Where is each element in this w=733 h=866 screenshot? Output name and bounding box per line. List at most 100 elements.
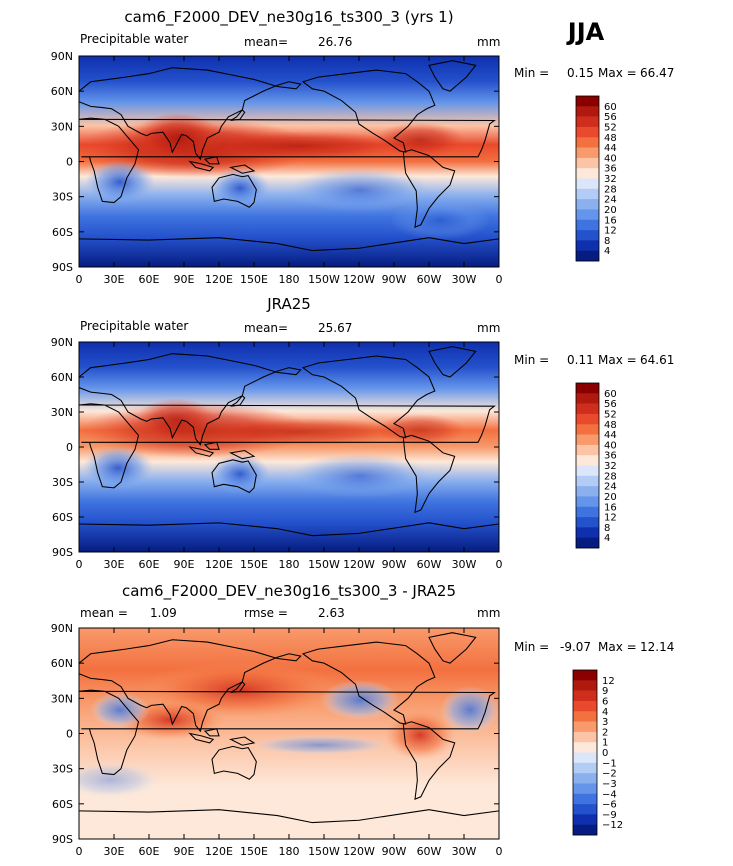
colorbar-level-label: 60 <box>604 389 617 400</box>
colorbar-level-label: 2 <box>602 727 608 738</box>
y-tick-label: 0 <box>66 728 73 741</box>
x-tick-label: 90W <box>382 558 407 571</box>
colorbar-level-label: −4 <box>602 789 617 800</box>
panel-title-model: cam6_F2000_DEV_ne30g16_ts300_3 (yrs 1) <box>124 8 453 27</box>
x-tick-label: 60W <box>417 273 442 286</box>
x-tick-label: 90E <box>174 273 195 286</box>
colorbar-level-label: −2 <box>602 769 617 780</box>
y-tick-label: 90N <box>51 50 73 63</box>
x-tick-label: 150E <box>240 558 268 571</box>
colorbar-swatch <box>576 116 599 128</box>
colorbar-level-label: 28 <box>604 184 617 195</box>
min-label: Min = <box>514 66 549 80</box>
colorbar-level-label: 36 <box>604 164 617 175</box>
colorbar-level-label: 44 <box>604 143 617 154</box>
y-tick-label: 60S <box>52 511 73 524</box>
colorbar-level-label: 40 <box>604 440 617 451</box>
colorbar-swatch <box>576 413 599 425</box>
colorbar-swatch <box>573 700 597 712</box>
x-tick-label: 150E <box>240 845 268 858</box>
x-tick-label: 60W <box>417 558 442 571</box>
colorbar-level-label: −9 <box>602 810 617 821</box>
colorbar-swatch <box>576 106 599 117</box>
min-label: Min = <box>514 640 549 654</box>
x-tick-label: 0 <box>76 845 83 858</box>
colorbar-swatch <box>576 199 599 210</box>
colorbar-swatch <box>576 455 599 466</box>
colorbar-swatch <box>573 680 597 691</box>
x-tick-label: 120W <box>343 273 375 286</box>
mean-label: mean= <box>244 321 288 335</box>
x-tick-label: 120E <box>205 273 233 286</box>
x-tick-label: 0 <box>496 558 503 571</box>
colorbar-swatch <box>573 721 597 733</box>
colorbar-swatch <box>576 230 599 241</box>
colorbar-swatch <box>576 209 599 221</box>
colorbar-swatch <box>576 537 599 549</box>
x-tick-label: 30W <box>452 273 477 286</box>
min-label: Min = <box>514 353 549 367</box>
x-tick-label: 0 <box>496 845 503 858</box>
colorbar-level-label: −6 <box>602 800 617 811</box>
colorbar-swatch <box>576 444 599 456</box>
colorbar-level-label: 3 <box>602 717 608 728</box>
colorbar-level-label: 4 <box>604 533 610 544</box>
map-field <box>79 56 499 267</box>
colorbar-level-label: 20 <box>604 205 617 216</box>
map-axes: 0 30E 60E 90E 120E 150E 180 150W 120W 90W 60W 30W 09… <box>51 50 503 286</box>
y-tick-label: 30N <box>51 406 73 419</box>
y-tick-label: 30N <box>51 692 73 705</box>
y-tick-label: 30S <box>52 476 73 489</box>
colorbar-level-label: 48 <box>604 133 617 144</box>
min-value: 0.11 <box>567 353 594 367</box>
mean-label: mean= <box>244 35 288 49</box>
colorbar-level-label: 44 <box>604 430 617 441</box>
colorbar-level-label: 40 <box>604 153 617 164</box>
x-tick-label: 30W <box>452 558 477 571</box>
min-value: 0.15 <box>567 66 594 80</box>
colorbar-swatch <box>576 434 599 446</box>
x-tick-label: 90E <box>174 558 195 571</box>
colorbar-swatch <box>573 711 597 722</box>
colorbar-level-label: 52 <box>604 122 617 133</box>
colorbar-swatch <box>573 752 597 764</box>
colorbar-swatch <box>576 250 599 262</box>
colorbar-swatch <box>576 178 599 190</box>
colorbar-swatch <box>573 670 597 681</box>
max-value: 66.47 <box>640 66 674 80</box>
x-tick-label: 30W <box>452 845 477 858</box>
colorbar-frame <box>575 95 600 262</box>
colorbar-level-label: −12 <box>602 820 623 831</box>
colorbar-swatch <box>576 157 599 169</box>
colorbar-level-label: 56 <box>604 112 617 123</box>
max-value: 64.61 <box>640 353 674 367</box>
colorbar-level-label: 0 <box>602 748 608 759</box>
x-tick-label: 150W <box>308 845 340 858</box>
colorbar-level-label: 20 <box>604 492 617 503</box>
y-tick-label: 90N <box>51 622 73 635</box>
colorbar-level-label: 8 <box>604 236 610 247</box>
x-tick-label: 30E <box>104 273 125 286</box>
colorbar-swatch <box>573 690 597 702</box>
units-label: mm <box>477 321 500 335</box>
y-tick-label: 90N <box>51 336 73 349</box>
colorbar-level-label: 28 <box>604 471 617 482</box>
colorbar-level-label: 16 <box>604 502 617 513</box>
y-tick-label: 30S <box>52 191 73 204</box>
colorbar-level-label: 6 <box>602 696 608 707</box>
map-axes: 0 30E 60E 90E 120E 150E 180 150W 120W 90W 60W 30W 09… <box>51 622 503 858</box>
y-tick-label: 30S <box>52 763 73 776</box>
x-tick-label: 90W <box>382 273 407 286</box>
y-tick-label: 90S <box>52 833 73 846</box>
units-label: mm <box>477 606 500 620</box>
colorbar-level-label: 24 <box>604 195 617 206</box>
colorbar-frame <box>575 382 600 549</box>
x-tick-label: 120W <box>343 845 375 858</box>
stats-obs: Min = 0.11 Max = 64.61 <box>514 353 674 367</box>
x-tick-label: 120E <box>205 558 233 571</box>
max-label: Max = <box>598 66 637 80</box>
colorbar-level-label: 4 <box>604 246 610 257</box>
